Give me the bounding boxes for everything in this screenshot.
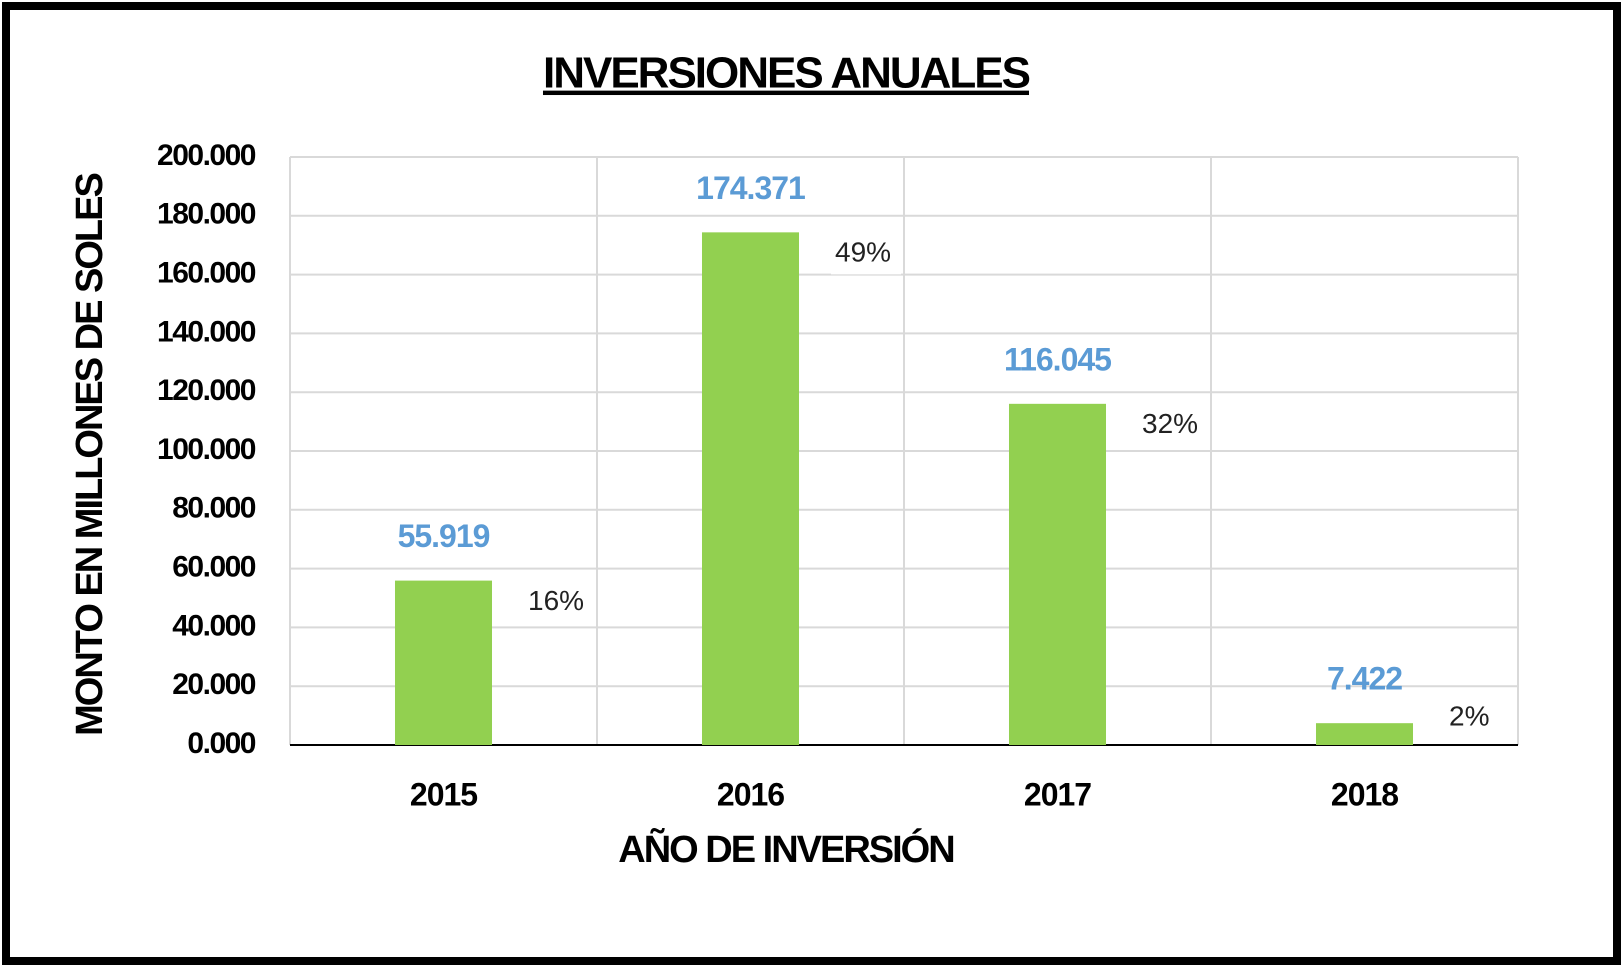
share-label-bg <box>524 582 595 623</box>
share-label: 32% <box>1142 408 1198 439</box>
bar <box>394 580 493 745</box>
x-tick-label: 2018 <box>1331 776 1398 812</box>
y-tick-label: 100.000 <box>157 433 256 466</box>
y-tick-label: 140.000 <box>157 315 256 348</box>
y-tick-label: 0.000 <box>187 727 255 760</box>
x-tick-label: 2015 <box>410 776 477 812</box>
bar <box>1315 723 1414 745</box>
x-axis-label: AÑO DE INVERSIÓN <box>618 827 953 871</box>
bar <box>1008 403 1107 745</box>
chart-title: INVERSIONES ANUALES <box>543 49 1030 98</box>
value-label: 116.045 <box>1004 341 1111 377</box>
share-label: 49% <box>835 237 891 268</box>
value-label: 55.919 <box>398 518 490 554</box>
y-tick-label: 40.000 <box>172 609 256 642</box>
y-tick-label: 20.000 <box>172 668 256 701</box>
y-tick-label: 80.000 <box>172 492 256 525</box>
y-tick-label: 120.000 <box>157 374 256 407</box>
y-tick-label: 180.000 <box>157 198 256 231</box>
bar <box>701 232 800 746</box>
x-tick-label: 2016 <box>717 776 784 812</box>
share-label-bg <box>1445 698 1516 738</box>
y-tick-label: 60.000 <box>172 551 256 584</box>
y-tick-label: 160.000 <box>157 257 256 290</box>
share-label-bg <box>831 234 902 275</box>
x-tick-label: 2017 <box>1024 776 1091 812</box>
y-tick-label: 200.000 <box>157 139 256 172</box>
share-label-bg <box>1138 405 1209 446</box>
y-axis-label: MONTO EN MILLONES DE SOLES <box>69 174 111 736</box>
value-label: 7.422 <box>1327 661 1402 697</box>
value-label: 174.371 <box>696 170 805 206</box>
share-label: 2% <box>1449 700 1489 731</box>
share-label: 16% <box>528 585 584 616</box>
